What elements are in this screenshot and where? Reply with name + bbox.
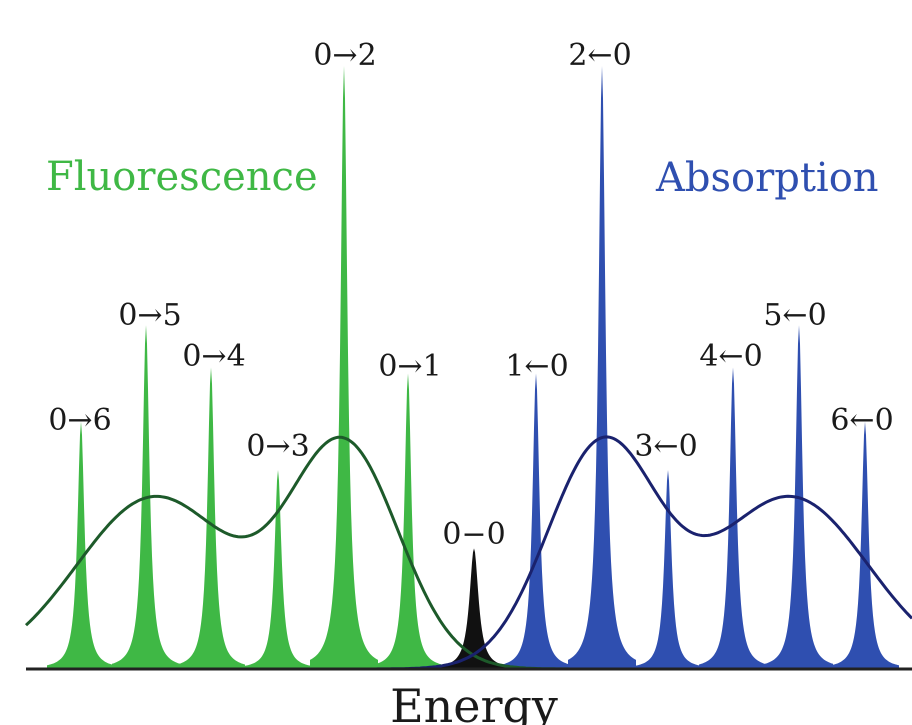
fluorescence-peak-5 xyxy=(310,66,378,669)
absorption-peak-label-4: 4←0 xyxy=(699,339,762,374)
absorption-peak-6 xyxy=(831,421,899,669)
fluorescence-peak-6 xyxy=(374,373,442,669)
absorption-peak-3 xyxy=(634,470,702,669)
envelope-layer xyxy=(24,435,912,671)
fluorescence-label: Fluorescence xyxy=(46,154,318,200)
absorption-peak-label-5: 5←0 xyxy=(763,298,826,333)
absorption-peak-label-3: 3←0 xyxy=(634,429,697,464)
absorption-peak-1 xyxy=(502,373,570,669)
absorption-peak-label-6: 6←0 xyxy=(830,403,893,438)
fluorescence-peak-label-2: 0→5 xyxy=(118,298,181,333)
fluorescence-peak-label-4: 0→3 xyxy=(246,429,309,464)
label-layer: 0→6 0→50→4 0→3 0→2 0→1 1←0 2←0 3←0 4←05←0 6←0 0−0 xyxy=(48,38,893,552)
fluorescence-peak-label-1: 0→6 xyxy=(48,403,111,438)
absorption-peak-2 xyxy=(568,66,636,669)
fluorescence-peak-label-5: 0→2 xyxy=(313,38,376,73)
absorption-peak-4 xyxy=(699,367,767,669)
zero-zero-peak xyxy=(440,548,508,669)
absorption-peak-label-1: 1←0 xyxy=(505,349,568,384)
fluorescence-envelope-curve xyxy=(24,435,590,671)
fluorescence-peak-3 xyxy=(177,367,245,669)
fluorescence-peak-label-3: 0→4 xyxy=(182,339,245,374)
absorption-label: Absorption xyxy=(655,155,879,201)
fluorescence-peak-label-6: 0→1 xyxy=(378,349,441,384)
zero-zero-peak-label: 0−0 xyxy=(442,517,505,552)
fluorescence-peak-1 xyxy=(47,421,115,669)
absorption-peak-label-2: 2←0 xyxy=(568,38,631,73)
fluorescence-peak-4 xyxy=(244,470,312,669)
absorption-envelope-curve xyxy=(360,435,912,671)
x-axis-label: Energy xyxy=(390,679,558,725)
